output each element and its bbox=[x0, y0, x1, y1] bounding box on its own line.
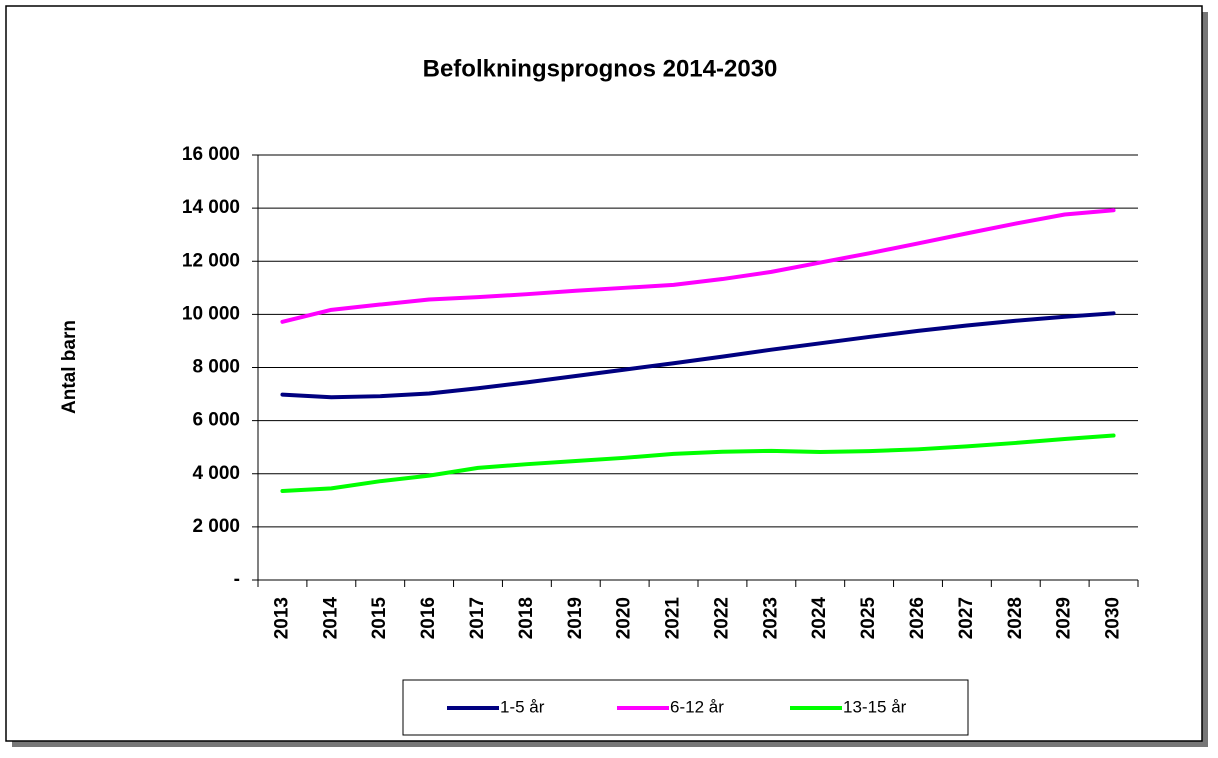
x-tick-label: 2029 bbox=[1054, 597, 1075, 639]
y-tick-label: 10 000 bbox=[182, 303, 240, 324]
x-tick-label: 2024 bbox=[809, 597, 830, 640]
series-line bbox=[280, 208, 1116, 324]
x-tick-label: 2028 bbox=[1005, 597, 1026, 639]
x-tick-label: 2023 bbox=[760, 597, 781, 639]
legend-label: 6-12 år bbox=[670, 697, 724, 716]
x-tick-label: 2021 bbox=[663, 597, 684, 640]
x-tick-label: 2017 bbox=[467, 597, 488, 639]
x-tick-label: 2013 bbox=[271, 597, 292, 639]
y-tick-label: 14 000 bbox=[182, 197, 240, 218]
x-tick-label: 2030 bbox=[1103, 597, 1124, 639]
y-tick-label: 4 000 bbox=[192, 463, 240, 484]
legend-label: 1-5 år bbox=[500, 697, 545, 716]
x-tick-label: 2018 bbox=[516, 597, 537, 639]
chart-title: Befolkningsprognos 2014-2030 bbox=[423, 55, 778, 82]
series-line bbox=[280, 311, 1116, 400]
y-tick-label: 16 000 bbox=[182, 144, 240, 165]
y-tick-label: 12 000 bbox=[182, 250, 240, 271]
x-tick-label: 2025 bbox=[858, 597, 879, 640]
x-tick-label: 2019 bbox=[565, 597, 586, 639]
y-tick-label: - bbox=[234, 569, 240, 590]
x-tick-label: 2027 bbox=[956, 597, 977, 639]
y-tick-label: 2 000 bbox=[192, 516, 240, 537]
legend-label: 13-15 år bbox=[843, 697, 907, 716]
x-tick-label: 2014 bbox=[320, 597, 341, 640]
y-axis-label: Antal barn bbox=[59, 320, 80, 414]
series-line bbox=[280, 433, 1116, 494]
x-tick-label: 2016 bbox=[418, 597, 439, 639]
x-tick-label: 2026 bbox=[907, 597, 928, 639]
x-tick-label: 2015 bbox=[369, 597, 390, 640]
y-tick-label: 6 000 bbox=[192, 410, 240, 431]
y-tick-label: 8 000 bbox=[192, 357, 240, 378]
x-tick-label: 2020 bbox=[614, 597, 635, 639]
x-tick-label: 2022 bbox=[711, 597, 732, 639]
